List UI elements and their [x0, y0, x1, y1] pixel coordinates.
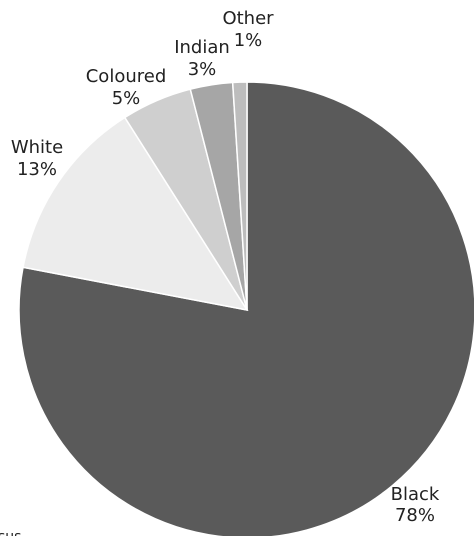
label-white: White — [11, 137, 63, 158]
label-other: Other — [222, 8, 274, 29]
pie-slice-white — [22, 116, 249, 312]
pct-indian: 3% — [188, 59, 217, 80]
source-footnote: sus — [0, 529, 21, 536]
pie-slice-black — [18, 81, 474, 536]
label-black: Black — [391, 484, 440, 505]
label-coloured: Coloured — [86, 66, 167, 87]
pie-slice-other — [231, 81, 248, 311]
pct-black: 78% — [395, 505, 435, 526]
pct-other: 1% — [234, 30, 263, 51]
pie-slices — [18, 81, 474, 536]
pct-coloured: 5% — [112, 88, 141, 109]
pct-white: 13% — [17, 159, 57, 180]
label-indian: Indian — [174, 37, 230, 58]
